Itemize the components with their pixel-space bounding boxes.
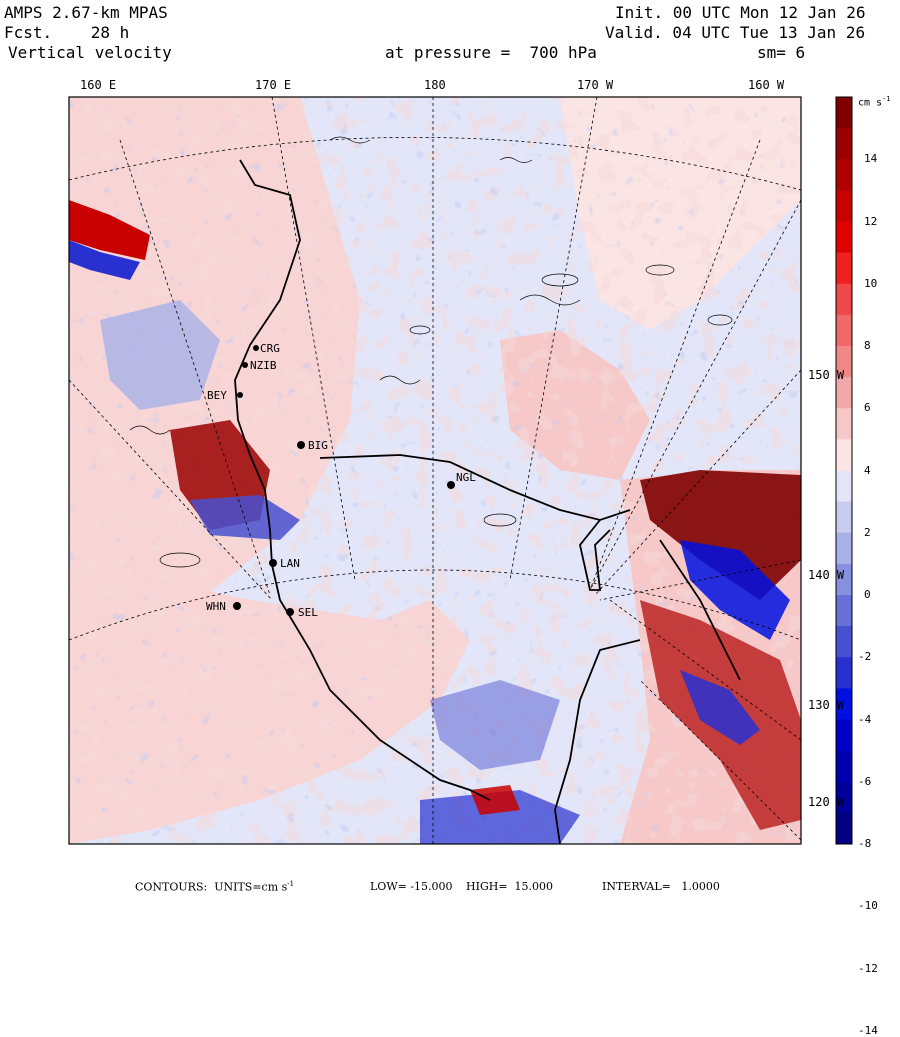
colorbar-swatch	[836, 439, 852, 472]
colorbar-tick-label: 8	[864, 339, 871, 352]
footer-low: LOW= -15.000	[370, 880, 453, 893]
valid-time: Valid. 04 UTC Tue 13 Jan 26	[605, 23, 866, 42]
footer-high: HIGH= 15.000	[466, 880, 554, 893]
colorbar-tick-label: -14	[858, 1023, 878, 1037]
colorbar-tick-label: 0	[864, 588, 871, 601]
victoria-land-negative	[100, 300, 220, 410]
colorbar	[836, 97, 852, 845]
colorbar-swatch	[836, 532, 852, 565]
init-time: Init. 00 UTC Mon 12 Jan 26	[615, 3, 866, 22]
station-bey: BEY	[207, 389, 227, 402]
ross-ice-shelf-negative	[430, 680, 560, 770]
vertical-velocity-map: CRG NZIB BEY BIG NGL LAN WHN SEL	[68, 96, 853, 845]
lon-label-180: 180	[424, 78, 446, 92]
strong-updraft-northwest	[69, 200, 150, 260]
colorbar-tick-label: -8	[858, 837, 872, 850]
marie-byrd-land-waves	[640, 470, 801, 600]
lon-label-170w: 170 W	[577, 78, 614, 92]
model-title: AMPS 2.67-km MPAS	[4, 3, 168, 22]
colorbar-tick-label: 12	[864, 214, 878, 228]
colorbar-swatch	[836, 626, 852, 658]
colorbar-swatch	[836, 657, 852, 689]
colorbar-swatch	[836, 252, 852, 285]
map-frame	[68, 96, 802, 845]
lon-label-160e: 160 E	[80, 78, 117, 92]
colorbar-tick-label: -10	[858, 899, 878, 913]
station-markers	[233, 345, 455, 616]
colorbar-frame	[835, 96, 853, 845]
marie-byrd-land-waves-neg	[680, 540, 790, 640]
colorbar-swatch	[836, 128, 852, 160]
colorbar-swatch	[836, 563, 852, 596]
contour-lines	[129, 136, 733, 568]
east-coastal-waves-neg	[680, 670, 760, 745]
colorbar-swatch	[836, 719, 852, 752]
lon-label-170e: 170 E	[255, 78, 292, 92]
graticule	[69, 97, 801, 844]
station-whn: WHN	[206, 600, 226, 613]
colorbar-swatch	[836, 408, 852, 440]
colorbar-swatch	[836, 501, 852, 534]
colorbar-tick-label: -6	[858, 774, 872, 788]
colorbar-tick-label: 4	[864, 463, 871, 477]
colorbar-swatch	[836, 377, 852, 409]
colorbar-tick-label: -12	[858, 961, 878, 975]
colorbar-swatch	[836, 688, 852, 721]
colorbar-tick-label: -2	[858, 650, 872, 664]
lat-label-120w: 120 W	[808, 795, 845, 809]
colorbar-swatch	[836, 221, 852, 254]
station-big: BIG	[308, 439, 328, 452]
strong-downdraft-northwest	[69, 240, 140, 280]
colorbar-swatch	[836, 190, 852, 223]
smoothing-label: sm= 6	[757, 43, 806, 62]
station-ngl: NGL	[456, 471, 476, 484]
southern-edge-waves	[420, 790, 580, 844]
station-crg: CRG	[260, 342, 280, 355]
lat-label-150w: 150 W	[808, 368, 845, 382]
colorbar-swatch	[836, 97, 852, 129]
coastline	[234, 159, 741, 844]
colorbar-swatch	[836, 750, 852, 783]
colorbar-swatch	[836, 781, 852, 814]
field-name: Vertical velocity	[8, 43, 172, 62]
colorbar-swatch	[836, 159, 852, 191]
station-lan: LAN	[280, 557, 300, 570]
colorbar-tick-label: -4	[858, 712, 872, 726]
colorbar-swatch	[836, 812, 852, 845]
lon-label-160w: 160 W	[748, 78, 785, 92]
footer-contours: CONTOURS: UNITS=cm s-1	[135, 880, 295, 894]
colorbar-tick-label: 6	[864, 401, 871, 415]
colorbar-tick-label: 10	[864, 276, 878, 290]
footer-interval: INTERVAL= 1.0000	[602, 880, 720, 893]
lat-label-130w: 130 W	[808, 698, 845, 712]
station-sel: SEL	[298, 606, 318, 619]
colorbar-swatch	[836, 283, 852, 316]
mountain-wave-transantarctic-neg	[190, 495, 300, 540]
colorbar-swatch	[836, 595, 852, 627]
colorbar-swatch	[836, 470, 852, 503]
forecast-hour: Fcst. 28 h	[4, 23, 130, 42]
colorbar-swatch	[836, 346, 852, 378]
station-nzib: NZIB	[250, 359, 277, 372]
southern-edge-waves-pos	[470, 785, 520, 815]
colorbar-tick-label: 14	[864, 152, 878, 166]
colorbar-swatch	[836, 314, 852, 347]
pressure-level: at pressure = 700 hPa	[385, 43, 597, 62]
colorbar-tick-label: 2	[864, 525, 871, 539]
lat-label-140w: 140 W	[808, 568, 845, 582]
colorbar-units: cm s-1	[858, 95, 891, 109]
